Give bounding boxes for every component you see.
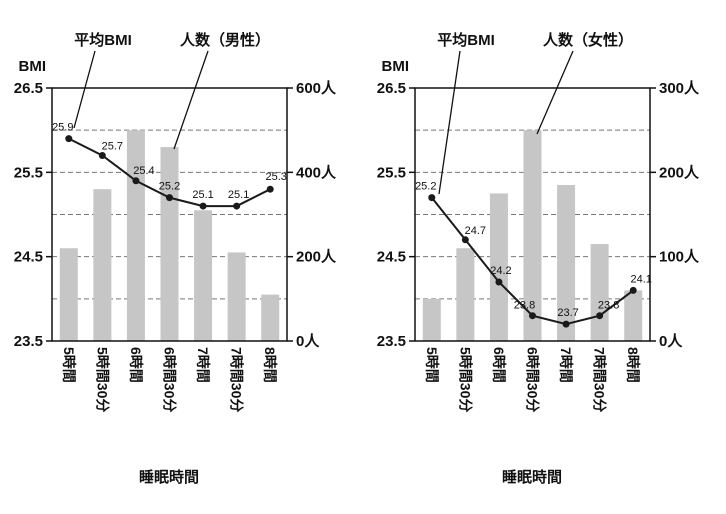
count-bar — [523, 130, 542, 341]
leader-line-avg-bmi — [438, 50, 461, 195]
right-tick-label: 0人 — [296, 333, 320, 350]
x-tick-label: 7時間30分 — [592, 347, 608, 412]
right-tick-label: 600人 — [296, 80, 337, 97]
avg-bmi-point-label: 23.8 — [514, 300, 535, 312]
count-bar — [194, 210, 213, 341]
right-tick-label: 0人 — [659, 333, 683, 350]
count-bar — [456, 248, 475, 341]
bmi-count-chart-male: 平均BMI 人数（男性） BMI 睡眠時間 26.5 25.5 24.5 23.5 60… — [14, 31, 337, 486]
x-tick-label: 6時間 — [128, 347, 144, 383]
left-tick-label: 26.5 — [377, 80, 406, 97]
left-tick-label: 25.5 — [14, 164, 43, 181]
x-tick-label: 5時間30分 — [457, 347, 473, 412]
avg-bmi-point-label: 25.2 — [415, 181, 436, 193]
count-bar — [160, 147, 179, 341]
avg-bmi-point-label: 25.9 — [52, 122, 73, 134]
x-tick-label: 5時間 — [61, 347, 77, 383]
count-bar — [590, 244, 609, 341]
left-tick-label: 23.5 — [14, 333, 43, 350]
x-tick-label: 5時間30分 — [94, 347, 110, 412]
x-tick-label: 7時間 — [195, 347, 211, 383]
x-tick-label: 6時間30分 — [525, 347, 541, 412]
avg-bmi-point — [629, 286, 637, 294]
right-tick-label: 100人 — [659, 249, 700, 266]
avg-bmi-point-label: 24.7 — [465, 225, 486, 237]
leader-line-count — [536, 50, 574, 135]
left-tick-label: 26.5 — [14, 80, 43, 97]
x-tick-label: 6時間 — [491, 347, 507, 383]
x-tick-label: 7時間 — [558, 347, 574, 383]
annotation-avg-bmi: 平均BMI — [437, 31, 495, 49]
x-tick-label: 6時間30分 — [162, 347, 178, 412]
annotation-avg-bmi: 平均BMI — [74, 31, 132, 49]
avg-bmi-point — [529, 312, 536, 320]
leader-line-count — [173, 50, 209, 150]
avg-bmi-point — [428, 194, 436, 202]
plot-area-male: 26.5 25.5 24.5 23.5 600人 400人 200人 0人 25.9 25.7 25… — [14, 50, 337, 412]
avg-bmi-point — [495, 278, 503, 286]
avg-bmi-point — [65, 135, 73, 143]
chart-panel-female: 平均BMI 人数（女性） BMI 睡眠時間 26.5 25.5 24.5 23.5 30… — [363, 0, 726, 514]
x-tick-label: 8時間 — [625, 347, 641, 383]
plot-frame — [51, 87, 288, 342]
avg-bmi-point-label: 23.7 — [557, 307, 578, 319]
avg-bmi-point-label: 25.2 — [159, 181, 180, 193]
avg-bmi-point-label: 25.1 — [192, 189, 213, 201]
avg-bmi-point — [98, 151, 106, 159]
x-tick-label: 8時間 — [262, 347, 278, 383]
avg-bmi-point — [266, 185, 274, 193]
count-bar — [227, 252, 246, 341]
avg-bmi-point — [166, 194, 173, 202]
left-tick-label: 24.5 — [377, 249, 406, 266]
annotation-count-male: 人数（男性） — [180, 31, 270, 49]
avg-bmi-point-label: 25.3 — [266, 171, 287, 183]
right-tick-label: 400人 — [296, 164, 337, 181]
left-tick-label: 23.5 — [377, 333, 406, 350]
left-axis-title-bmi: BMI — [382, 58, 410, 75]
avg-bmi-point-label: 24.1 — [631, 273, 652, 285]
left-tick-label: 25.5 — [377, 164, 406, 181]
avg-bmi-point-label: 25.1 — [228, 189, 249, 201]
right-tick-label: 200人 — [296, 249, 337, 266]
avg-bmi-point — [199, 202, 207, 210]
avg-bmi-point-label: 23.8 — [598, 300, 619, 312]
avg-bmi-point — [596, 312, 604, 320]
x-tick-label: 5時間 — [424, 347, 440, 383]
annotation-count-female: 人数（女性） — [543, 31, 633, 49]
avg-bmi-point-label: 25.7 — [102, 140, 123, 152]
right-tick-label: 200人 — [659, 164, 700, 181]
avg-bmi-point — [562, 320, 570, 328]
count-bar — [93, 189, 112, 341]
bmi-count-chart-female: 平均BMI 人数（女性） BMI 睡眠時間 26.5 25.5 24.5 23.5 30… — [377, 31, 700, 486]
plot-frame — [414, 87, 651, 342]
count-bar — [261, 294, 280, 341]
plot-area-female: 26.5 25.5 24.5 23.5 300人 200人 100人 0人 25.2 24.7 24… — [377, 50, 700, 412]
count-bar — [624, 290, 643, 341]
chart-panel-male: 平均BMI 人数（男性） BMI 睡眠時間 26.5 25.5 24.5 23.5 60… — [14, 31, 337, 486]
count-bar — [422, 298, 441, 341]
x-axis-title-sleep: 睡眠時間 — [502, 468, 562, 486]
x-tick-label: 7時間30分 — [229, 347, 245, 412]
x-axis-title-sleep: 睡眠時間 — [139, 468, 199, 486]
avg-bmi-point — [233, 202, 241, 210]
avg-bmi-point — [132, 177, 140, 185]
count-bar — [489, 193, 508, 341]
avg-bmi-point-label: 24.2 — [490, 265, 511, 277]
count-bar — [126, 130, 145, 341]
leader-line-avg-bmi — [73, 50, 96, 129]
left-axis-title-bmi: BMI — [19, 58, 47, 75]
avg-bmi-point — [461, 236, 469, 244]
count-bar — [557, 184, 576, 341]
count-bar — [59, 248, 78, 341]
left-tick-label: 24.5 — [14, 249, 43, 266]
avg-bmi-point-label: 25.4 — [133, 165, 154, 177]
right-tick-label: 300人 — [659, 80, 700, 97]
